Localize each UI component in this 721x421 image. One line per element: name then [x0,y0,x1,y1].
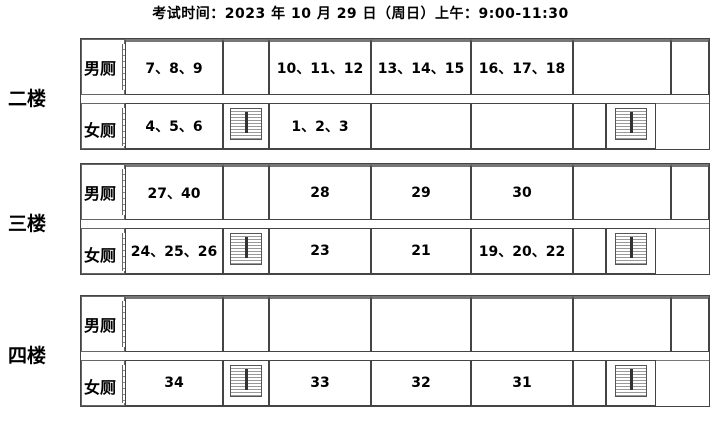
stairs-icon [230,365,262,397]
classroom: 24、25、26 [125,228,223,274]
classroom [671,296,709,352]
classroom [573,360,606,406]
classroom [223,39,269,95]
classroom [371,103,471,149]
classroom [471,296,573,352]
stairs-icon [230,233,262,265]
classroom [471,103,573,149]
classroom [223,164,269,220]
floor-plan: 男厕女厕 34 33 32 31 [80,295,710,407]
stairs-icon [615,365,647,397]
stairwell [223,228,269,274]
classroom [269,296,371,352]
floor-label: 二楼 [8,88,47,110]
stairs-icon [615,108,647,140]
classroom: 7、8、9 [125,39,223,95]
classroom [573,103,606,149]
classroom: 30 [471,164,573,220]
womens-restroom-label: 女厕 [84,121,117,140]
classroom [223,296,269,352]
classroom [671,39,709,95]
exam-time-title: 考试时间：2023 年 10 月 29 日（周日）上午：9:00-11:30 [152,6,569,22]
classroom: 4、5、6 [125,103,223,149]
stairs-icon [230,108,262,140]
stairwell [223,360,269,406]
classroom: 21 [371,228,471,274]
floor-label: 四楼 [8,345,47,367]
classroom: 10、11、12 [269,39,371,95]
floor-plan: 男厕女厕 7、8、9 10、11、12 13、14、15 16、17、18 4、5、6 1、… [80,38,710,150]
floor-plan: 男厕女厕 27、40 28 29 30 24、25、26 23 21 19、20、22 [80,163,710,275]
classroom: 16、17、18 [471,39,573,95]
classroom [573,39,671,95]
womens-restroom-label: 女厕 [84,246,117,265]
stairwell [606,103,656,149]
classroom [573,296,671,352]
classroom [125,296,223,352]
classroom: 31 [471,360,573,406]
classroom: 34 [125,360,223,406]
classroom [573,228,606,274]
classroom: 23 [269,228,371,274]
mens-restroom-label: 男厕 [84,184,117,203]
stairs-icon [615,233,647,265]
classroom [671,164,709,220]
stairwell [223,103,269,149]
classroom: 13、14、15 [371,39,471,95]
classroom [371,296,471,352]
floor-label: 三楼 [8,213,47,235]
stairwell [606,360,656,406]
classroom [573,164,671,220]
classroom: 33 [269,360,371,406]
classroom: 19、20、22 [471,228,573,274]
mens-restroom-label: 男厕 [84,316,117,335]
classroom: 28 [269,164,371,220]
classroom: 32 [371,360,471,406]
classroom: 1、2、3 [269,103,371,149]
mens-restroom-label: 男厕 [84,59,117,78]
classroom: 29 [371,164,471,220]
stairwell [606,228,656,274]
classroom: 27、40 [125,164,223,220]
womens-restroom-label: 女厕 [84,378,117,397]
